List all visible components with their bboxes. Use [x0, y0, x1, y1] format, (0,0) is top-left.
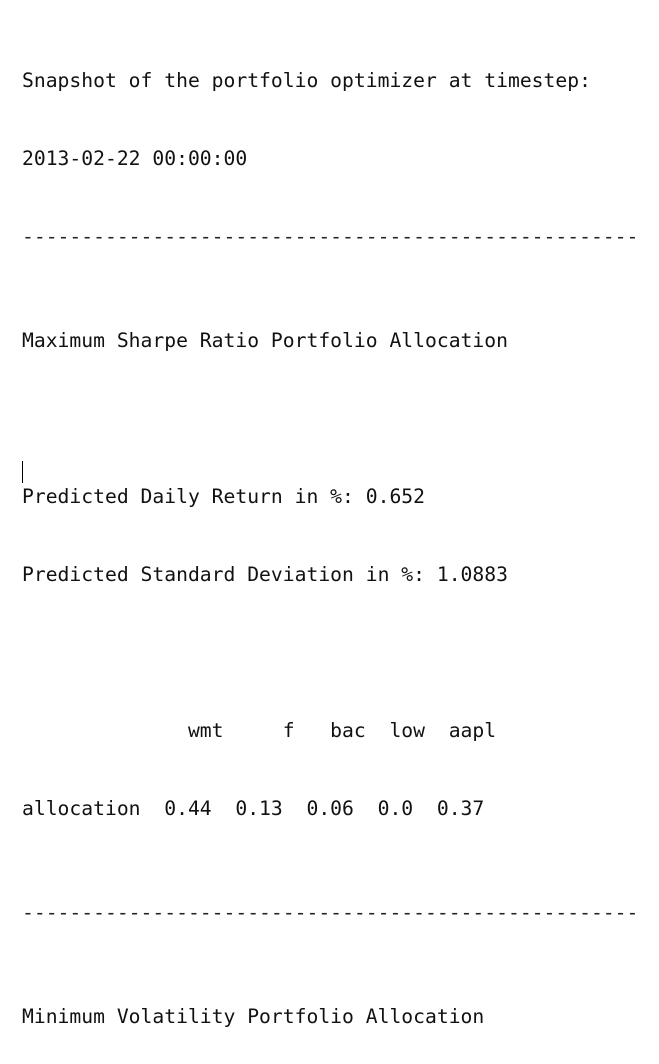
separator: ----------------------------------------…: [22, 901, 639, 924]
max-sharpe-std: Predicted Standard Deviation in %: 1.088…: [22, 563, 508, 586]
text-cursor: [22, 461, 23, 483]
max-sharpe-title: Maximum Sharpe Ratio Portfolio Allocatio…: [22, 329, 508, 352]
timestep-value: 2013-02-22 00:00:00: [22, 147, 248, 170]
min-vol-title: Minimum Volatility Portfolio Allocation: [22, 1005, 485, 1028]
snapshot-heading: Snapshot of the portfolio optimizer at t…: [22, 69, 591, 92]
blank-line: [22, 406, 638, 432]
max-sharpe-return: Predicted Daily Return in %: 0.652: [22, 485, 425, 508]
max-sharpe-table-header: wmt f bac low aapl: [22, 719, 497, 742]
separator: ----------------------------------------…: [22, 225, 639, 248]
output-console: Snapshot of the portfolio optimizer at t…: [22, 16, 638, 1064]
blank-line: [22, 640, 638, 666]
max-sharpe-allocation-row: allocation 0.44 0.13 0.06 0.0 0.37: [22, 797, 485, 820]
